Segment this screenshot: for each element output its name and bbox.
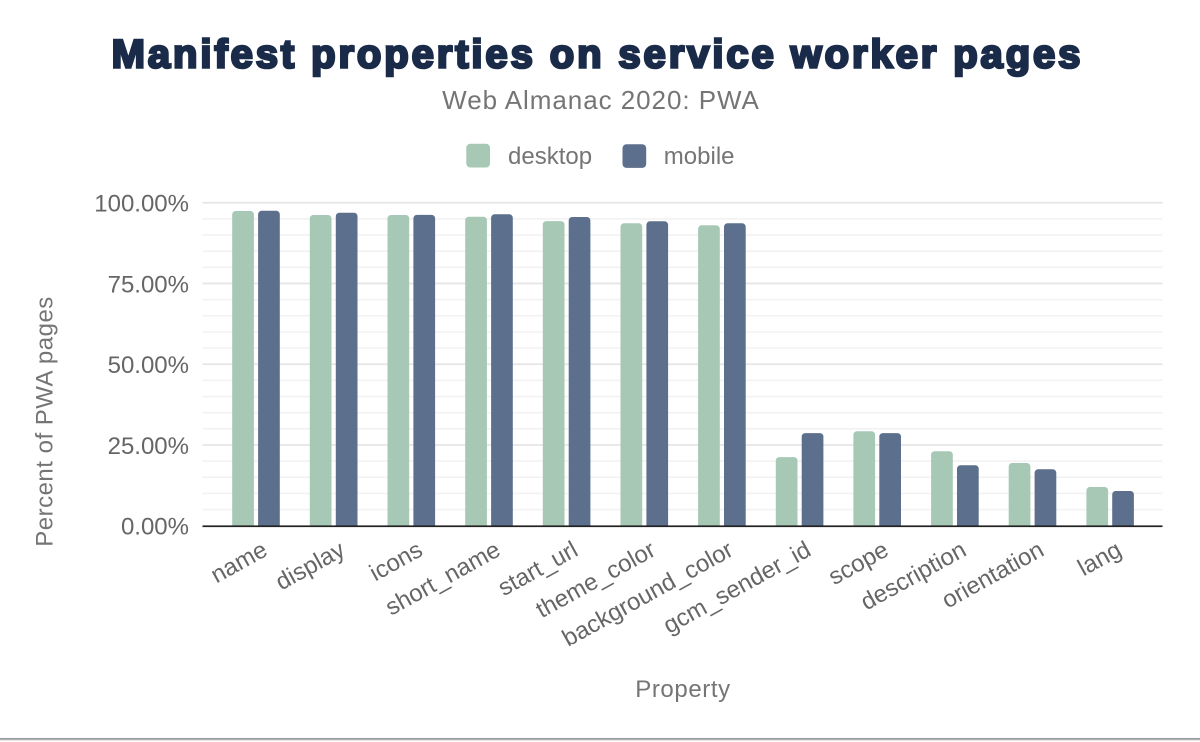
svg-text:Percent of PWA pages: Percent of PWA pages bbox=[32, 296, 59, 547]
svg-text:100.00%: 100.00% bbox=[94, 191, 189, 218]
svg-text:desktop: desktop bbox=[508, 143, 592, 170]
svg-text:Property: Property bbox=[635, 676, 731, 703]
svg-text:Manifest properties on service: Manifest properties on service worker pa… bbox=[112, 33, 1084, 77]
svg-text:75.00%: 75.00% bbox=[108, 271, 189, 298]
svg-text:0.00%: 0.00% bbox=[121, 514, 189, 541]
svg-text:25.00%: 25.00% bbox=[108, 433, 189, 460]
svg-text:50.00%: 50.00% bbox=[108, 352, 189, 379]
svg-text:Web Almanac 2020: PWA: Web Almanac 2020: PWA bbox=[442, 85, 760, 115]
svg-text:mobile: mobile bbox=[664, 143, 735, 170]
